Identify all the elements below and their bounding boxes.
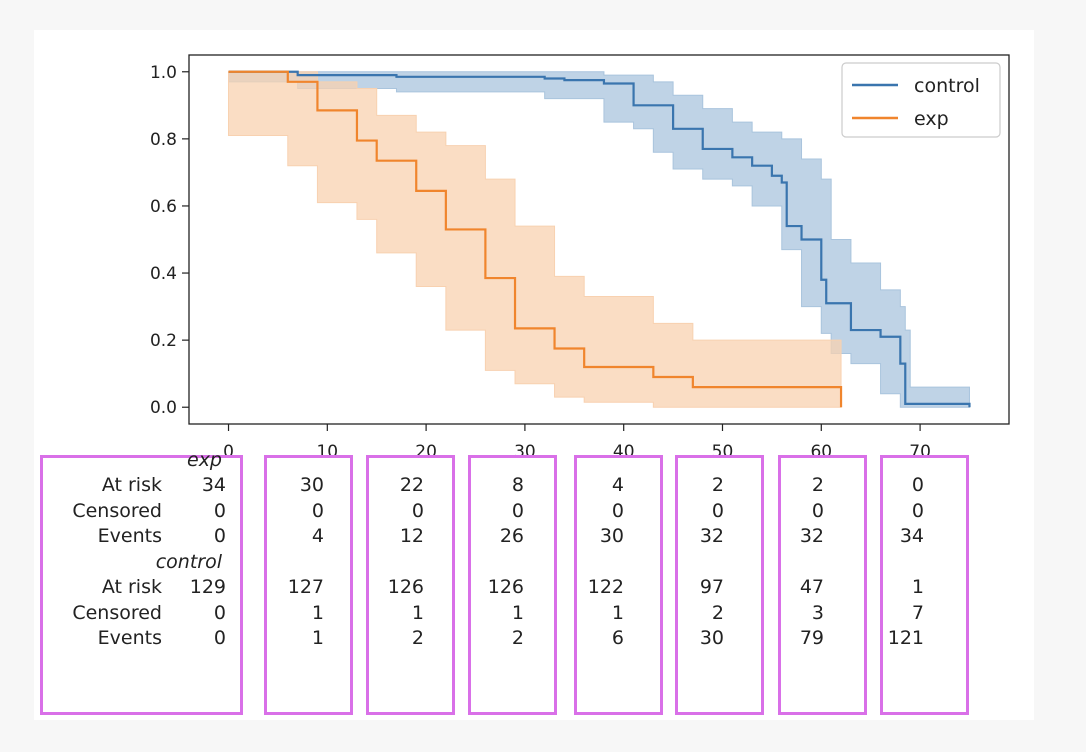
risk-table-group-control: control (155, 551, 222, 573)
risk-table-cell-exp-events-5: 32 (699, 525, 724, 547)
legend-label-control: control (914, 75, 980, 97)
survival-lines (228, 70, 971, 408)
line-control (228, 70, 971, 408)
km-plot: 0 10 20 30 40 50 60 70 0.00.20.40.60.81.0 contr… (150, 54, 1010, 460)
risk-table-cell-control-at_risk-5: 97 (699, 576, 724, 598)
risk-table-label-control-events: Events (97, 627, 162, 649)
risk-table-cell-exp-events-0: 0 (213, 525, 226, 547)
risk-table-cell-exp-at_risk-4: 4 (611, 474, 624, 496)
band-control (228, 71, 970, 408)
risk-table-cell-exp-censored-6: 0 (811, 499, 824, 522)
risk-table-cell-control-censored-1: 1 (311, 601, 324, 624)
legend-label-exp: exp (914, 108, 949, 130)
y-axis-ticks: 0.0 0.2 0.4 0.6 0.8 1.0 (150, 63, 189, 418)
risk-table-cell-control-censored-4: 1 (611, 601, 624, 624)
risk-table-cell-control-events-5: 30 (699, 627, 724, 649)
risk-table-column-box-3 (468, 455, 557, 715)
risk-table-cell-control-at_risk-4: 122 (587, 576, 624, 598)
risk-table-cell-exp-censored-0: 0 (213, 499, 226, 522)
risk-table-cell-control-at_risk-7: 1 (911, 576, 924, 598)
risk-table-cell-exp-at_risk-6: 2 (811, 474, 824, 496)
risk-table-cell-control-events-2: 2 (411, 627, 424, 649)
y-tick-label-4: 0.8 (150, 130, 177, 150)
risk-table-cell-control-at_risk-0: 129 (189, 576, 226, 598)
y-tick-label-0: 0.0 (150, 398, 177, 418)
risk-table-cell-exp-events-7: 34 (899, 525, 924, 547)
risk-table-cell-control-censored-2: 1 (411, 601, 424, 624)
risk-table-cell-control-events-1: 1 (311, 627, 324, 649)
risk-table-cell-exp-events-4: 30 (599, 525, 624, 547)
risk-table-column-box-6 (778, 455, 867, 715)
risk-table-cell-exp-events-3: 26 (499, 525, 524, 547)
risk-table-column-box-1 (264, 455, 353, 715)
risk-table-group-exp: exp (187, 449, 222, 471)
risk-table-cell-exp-censored-5: 0 (711, 499, 724, 522)
risk-table-cell-control-censored-3: 1 (511, 601, 524, 624)
risk-table-cell-exp-censored-3: 0 (511, 499, 524, 522)
risk-table-cell-exp-censored-7: 0 (911, 499, 924, 522)
risk-table-cell-exp-at_risk-3: 8 (511, 474, 524, 496)
risk-table-cell-control-censored-7: 7 (911, 601, 924, 624)
risk-table-cell-control-censored-5: 2 (711, 601, 724, 624)
risk-table-cell-exp-at_risk-5: 2 (711, 474, 724, 496)
risk-table-cell-control-events-3: 2 (511, 627, 524, 649)
risk-table-column-box-0 (40, 455, 243, 715)
risk-table-column-box-5 (675, 455, 764, 715)
band-exp (228, 71, 842, 408)
risk-table-cell-control-at_risk-6: 47 (799, 576, 824, 598)
risk-table-label-exp-at_risk: At risk (101, 474, 162, 496)
risk-table-column-box-7 (880, 455, 969, 715)
risk-table-cell-exp-events-6: 32 (799, 525, 824, 547)
risk-table-cell-control-censored-0: 0 (213, 601, 226, 624)
risk-table-cell-control-at_risk-2: 126 (387, 576, 424, 598)
risk-table-cell-exp-at_risk-7: 0 (911, 474, 924, 496)
chart-canvas: 0 10 20 30 40 50 60 70 0.0 0.2 0.4 0.6 0.8 1.0 contr… (34, 30, 1034, 720)
risk-table-column-box-2 (366, 455, 455, 715)
risk-table-cell-control-events-7: 121 (887, 627, 924, 649)
legend: control exp (841, 62, 1001, 138)
risk-table-cell-exp-at_risk-1: 30 (299, 474, 324, 496)
risk-table-cell-control-at_risk-1: 127 (287, 576, 324, 598)
risk-table-cell-control-events-0: 0 (213, 627, 226, 649)
confidence-bands (228, 71, 970, 408)
line-exp (228, 70, 843, 408)
risk-table-cell-exp-events-2: 12 (399, 525, 424, 547)
risk-table-cell-exp-at_risk-0: 34 (201, 474, 226, 496)
y-tick-label-5: 1.0 (150, 63, 177, 83)
risk-table-cell-exp-events-1: 4 (311, 525, 324, 547)
risk-table-label-control-at_risk: At risk (101, 576, 162, 598)
risk-table-cell-control-at_risk-3: 126 (487, 576, 524, 598)
risk-table-cell-exp-at_risk-2: 22 (399, 474, 424, 496)
x-tick-label-0: 0 (223, 442, 234, 460)
risk-table-cell-control-events-4: 6 (611, 627, 624, 649)
risk-table-column-box-4 (574, 455, 663, 715)
risk-table-cell-exp-censored-1: 0 (311, 499, 324, 522)
risk-table-cell-exp-censored-4: 0 (611, 499, 624, 522)
y-tick-label-3: 0.6 (150, 197, 177, 217)
y-tick-label-2: 0.4 (150, 264, 177, 284)
risk-table-cell-control-censored-6: 3 (811, 601, 824, 624)
risk-table-label-exp-events: Events (97, 525, 162, 547)
y-tick-label-1: 0.2 (150, 331, 177, 351)
risk-table-cell-control-events-6: 79 (799, 627, 824, 649)
risk-table-label-exp-censored: Censored (72, 499, 162, 522)
risk-table-label-control-censored: Censored (72, 601, 162, 624)
plot-frame (188, 54, 1010, 425)
risk-table-cell-exp-censored-2: 0 (411, 499, 424, 522)
